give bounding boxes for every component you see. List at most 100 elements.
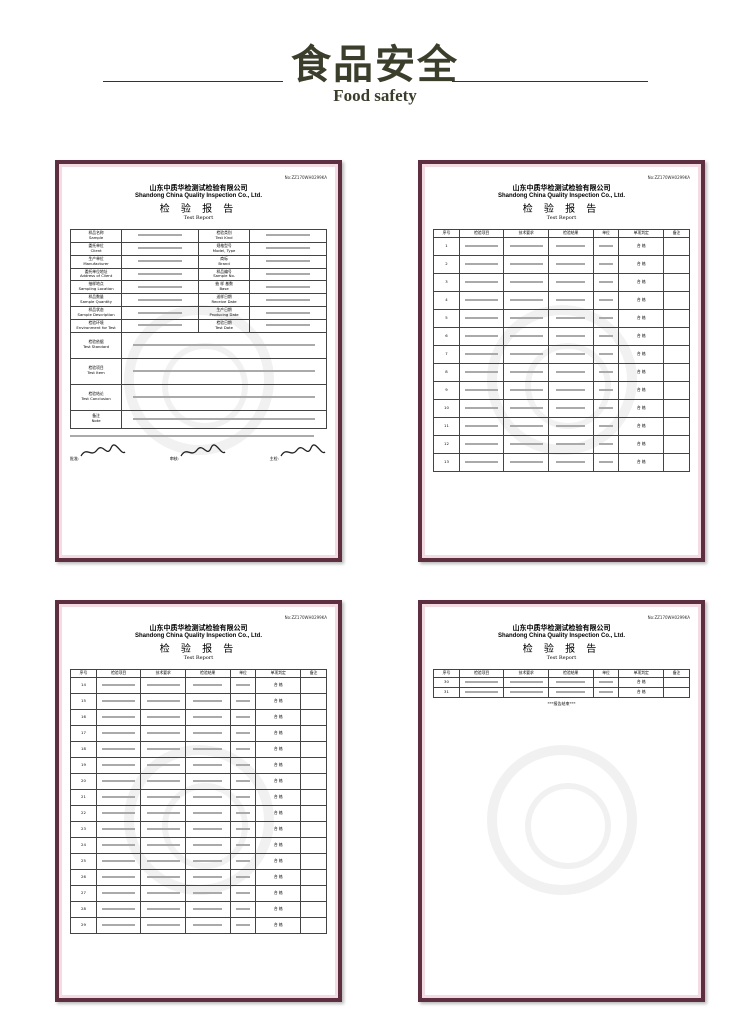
cell — [458, 676, 505, 688]
blurred-text — [509, 280, 543, 283]
cell — [95, 916, 142, 934]
blurred-text — [599, 690, 613, 693]
cell — [548, 434, 594, 454]
cell — [185, 676, 231, 694]
cell — [140, 836, 186, 854]
results-table: 序号 检验项目 技术要求 检验结果 单位 单项判定 备注 30 合 格 31 合 格 — [433, 669, 690, 698]
judgement: 合 格 — [618, 676, 664, 688]
cell — [592, 676, 620, 688]
blurred-text — [146, 859, 180, 862]
field-label: 检验日期 Test Date — [197, 318, 251, 333]
table-row: 16 合 格 — [70, 708, 327, 726]
cell — [185, 772, 231, 790]
judgement: 合 格 — [618, 344, 664, 364]
blurred-text — [556, 442, 586, 445]
row-number: 10 — [433, 398, 460, 418]
cell — [95, 788, 142, 806]
blurred-text — [509, 406, 543, 409]
column-header: 检验项目 — [95, 669, 142, 678]
remark — [300, 900, 327, 918]
field-label: 样品名称 Sample — [69, 229, 123, 243]
column-header: 单位 — [592, 669, 620, 678]
judgement: 合 格 — [255, 708, 301, 726]
report-note — [70, 433, 327, 438]
blurred-text — [509, 680, 543, 683]
cell — [229, 740, 257, 758]
cell — [548, 362, 594, 382]
remark — [300, 740, 327, 758]
cell — [592, 380, 620, 400]
cell — [458, 344, 505, 364]
blurred-text — [465, 244, 499, 247]
cell — [548, 416, 594, 436]
cell — [592, 272, 620, 292]
cell — [592, 434, 620, 454]
field-value — [249, 229, 327, 243]
field-value — [121, 267, 199, 282]
company-name: 山东中质华检测试检验有限公司 — [149, 184, 248, 192]
blurred-text — [102, 827, 136, 830]
cell — [140, 916, 186, 934]
cell — [503, 254, 549, 274]
column-header: 备注 — [663, 229, 690, 238]
judgement: 合 格 — [618, 434, 664, 454]
row-number: 17 — [70, 724, 97, 742]
remark — [663, 452, 690, 472]
report-title-en: Test Report — [183, 655, 214, 661]
blurred-text — [599, 298, 613, 301]
cell — [185, 724, 231, 742]
cell — [592, 290, 620, 310]
cell — [458, 686, 505, 698]
row-number: 26 — [70, 868, 97, 886]
cell — [548, 254, 594, 274]
column-header: 检验结果 — [185, 669, 231, 678]
blurred-text — [465, 352, 499, 355]
field-label: 检验项目 Test Item — [69, 357, 123, 385]
remark — [663, 326, 690, 346]
blurred-text — [465, 316, 499, 319]
signatures: 批准: 审核: 主检: — [70, 444, 327, 462]
field-value — [249, 293, 327, 308]
info-row: 委托单位地址 Address of Client 样品编号 Sample No. — [69, 267, 327, 282]
judgement: 合 格 — [255, 740, 301, 758]
company-name-en: Shandong China Quality Inspection Co., L… — [498, 633, 625, 639]
field-value — [249, 318, 327, 333]
info-row: 检验环境 Environment for Test 检验日期 Test Date — [69, 318, 327, 333]
report-page-2: No:ZZ170WH0299KA 山东中质华检测试检验有限公司 Shandong… — [418, 160, 705, 562]
column-header: 单位 — [229, 669, 257, 678]
blurred-text — [236, 811, 250, 814]
blurred-text — [133, 369, 315, 372]
blurred-text — [193, 859, 223, 862]
field-label: 委托单位地址 Address of Client — [69, 267, 123, 282]
cell — [503, 290, 549, 310]
blurred-text — [146, 747, 180, 750]
row-number: 21 — [70, 788, 97, 806]
info-row: 委托单位 Client 规格型号 Model, Type — [69, 241, 327, 256]
remark — [663, 686, 690, 698]
remark — [300, 708, 327, 726]
blurred-text — [599, 424, 613, 427]
remark — [300, 852, 327, 870]
column-header: 单位 — [592, 229, 620, 238]
row-number: 24 — [70, 836, 97, 854]
cell — [548, 380, 594, 400]
blurred-text — [102, 779, 136, 782]
cell — [185, 692, 231, 710]
cell — [548, 308, 594, 328]
cell — [229, 900, 257, 918]
blurred-text — [265, 324, 311, 327]
blurred-text — [102, 907, 136, 910]
row-number: 7 — [433, 344, 460, 364]
judgement: 合 格 — [618, 308, 664, 328]
cell — [140, 788, 186, 806]
row-number: 13 — [433, 452, 460, 472]
cell — [592, 326, 620, 346]
row-number: 16 — [70, 708, 97, 726]
judgement: 合 格 — [618, 398, 664, 418]
cell — [140, 820, 186, 838]
cell — [185, 740, 231, 758]
blurred-text — [509, 334, 543, 337]
table-row: 15 合 格 — [70, 692, 327, 710]
cell — [185, 788, 231, 806]
judgement: 合 格 — [255, 836, 301, 854]
